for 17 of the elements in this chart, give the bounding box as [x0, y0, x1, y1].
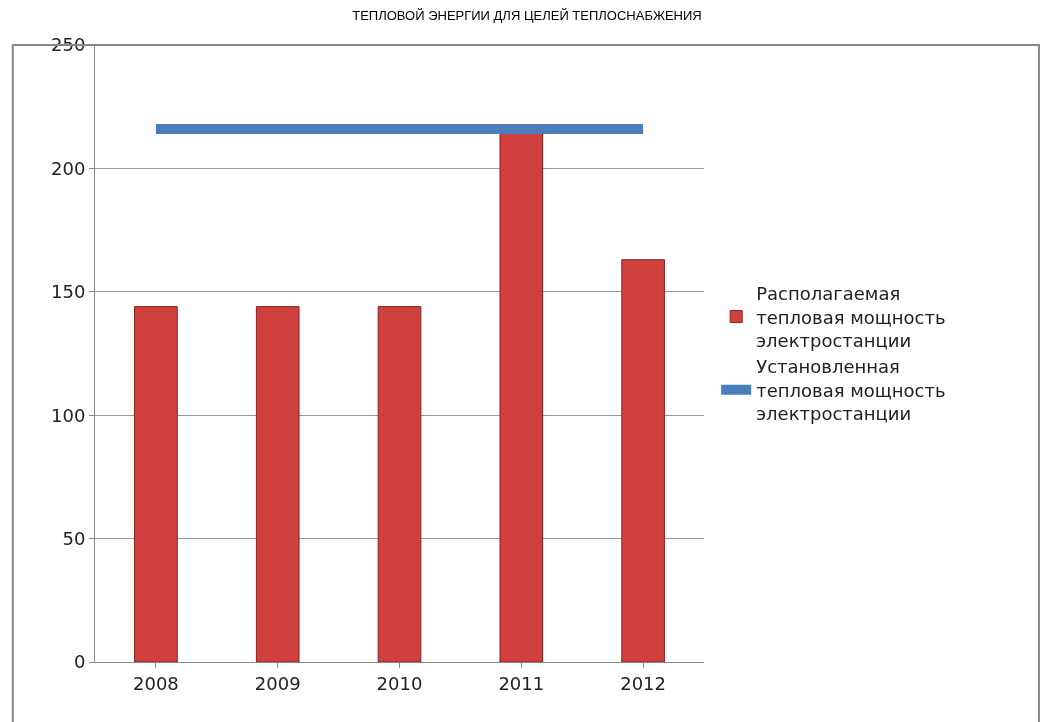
legend-label: Установленная тепловая мощность электростанции [756, 356, 946, 425]
x-tick-label: 2010 [376, 672, 423, 694]
legend-label: Располагаемая тепловая мощность электростанции [756, 283, 946, 352]
chart-title: ТЕПЛОВОЙ ЭНЕРГИИ ДЛЯ ЦЕЛЕЙ ТЕПЛОСНАБЖЕНИЯ [352, 7, 702, 23]
x-tick-label: 2008 [132, 672, 179, 694]
y-tick-label: 0 [73, 651, 86, 673]
bar [134, 306, 178, 662]
bar [621, 259, 665, 662]
x-tick-label: 2011 [498, 672, 545, 694]
y-tick-label: 150 [51, 281, 86, 303]
y-tick-label: 50 [62, 527, 86, 549]
x-tick-label: 2012 [620, 672, 667, 694]
bar [255, 306, 300, 662]
bar [377, 306, 422, 662]
y-tick-label: 200 [51, 157, 86, 179]
x-tick-label: 2009 [254, 672, 301, 694]
y-tick-label: 100 [51, 404, 86, 426]
